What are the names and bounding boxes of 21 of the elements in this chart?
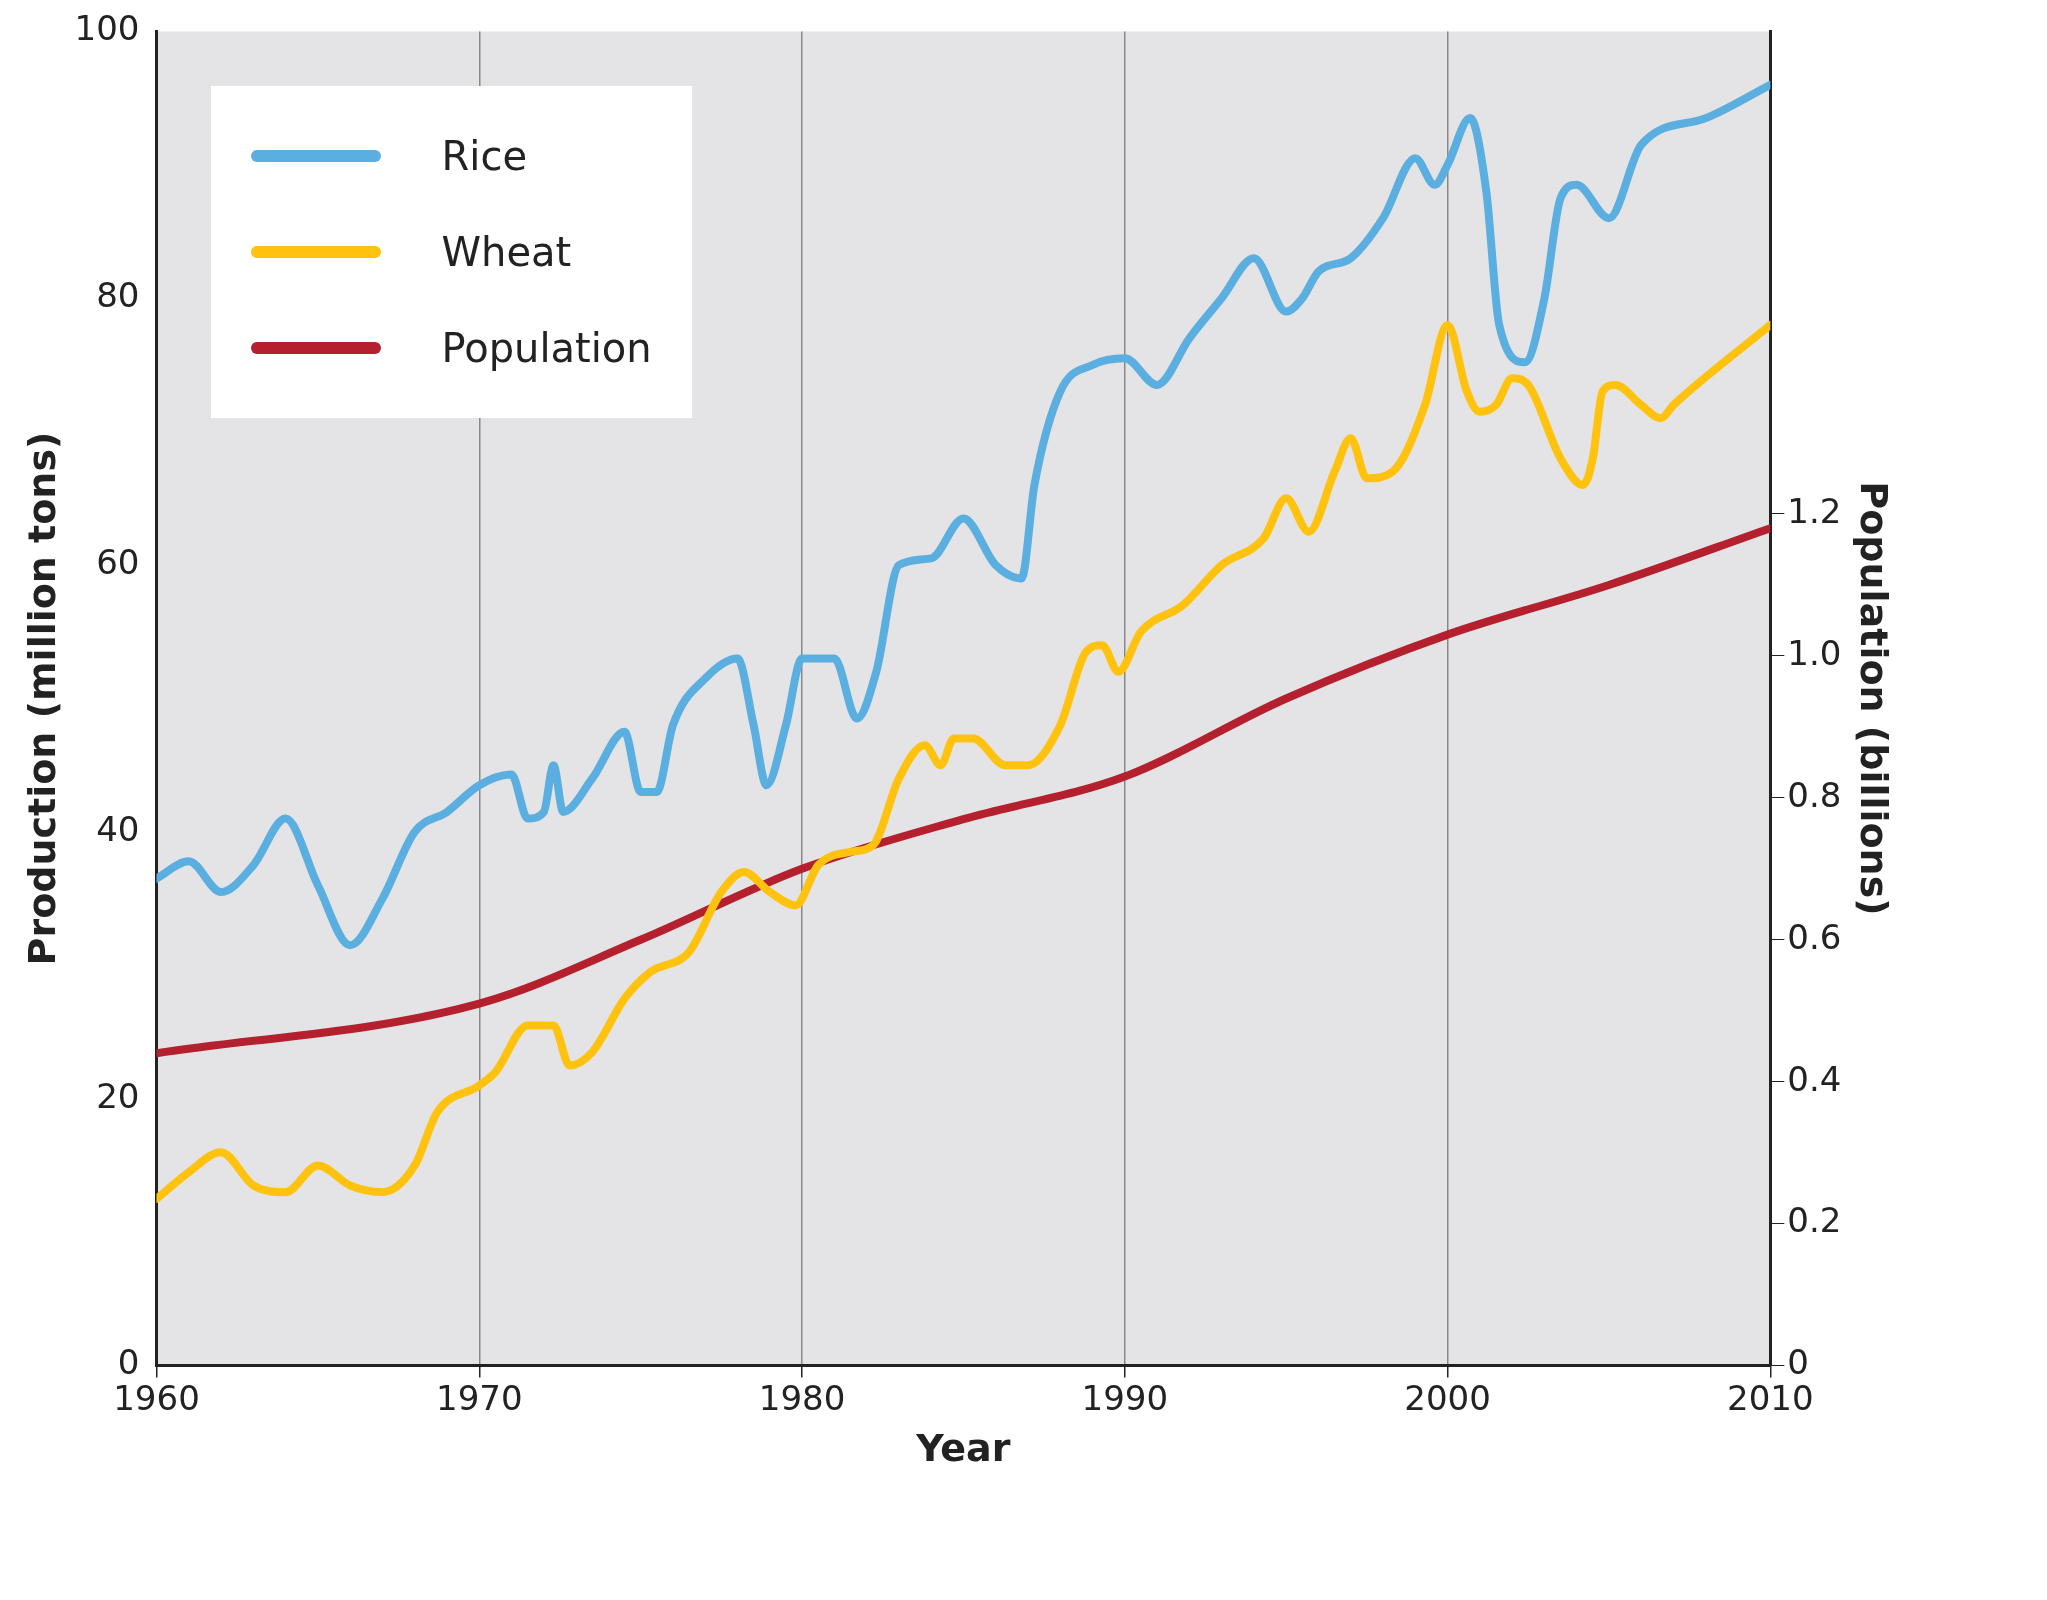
y2-tick-label: 1.0 — [1787, 632, 1842, 673]
y-tick-label: 60 — [96, 541, 140, 582]
legend-label: Wheat — [441, 229, 572, 276]
x-axis-title: Year — [915, 1426, 1011, 1471]
x-tick-label: 2000 — [1404, 1377, 1491, 1418]
y-axis-title: Production (million tons) — [19, 431, 64, 966]
legend-label: Population — [441, 325, 652, 372]
y-tick-label: 100 — [74, 8, 140, 49]
x-tick-label: 1980 — [758, 1377, 846, 1418]
y-tick-label: 80 — [96, 275, 140, 316]
y2-tick-label: 0.2 — [1787, 1200, 1842, 1241]
x-tick-label: 1990 — [1081, 1377, 1169, 1418]
y2-tick-label: 1.2 — [1787, 490, 1842, 531]
legend-label: Rice — [441, 133, 527, 180]
y2-tick-label: 0.4 — [1787, 1058, 1842, 1099]
y2-axis-title: Population (billions) — [1852, 481, 1897, 916]
x-tick-label: 1970 — [436, 1377, 523, 1418]
y2-tick-label: 0.6 — [1787, 916, 1842, 957]
y2-tick-label: 0.8 — [1787, 774, 1842, 815]
y-tick-label: 40 — [96, 808, 140, 849]
y-tick-label: 20 — [96, 1075, 140, 1116]
